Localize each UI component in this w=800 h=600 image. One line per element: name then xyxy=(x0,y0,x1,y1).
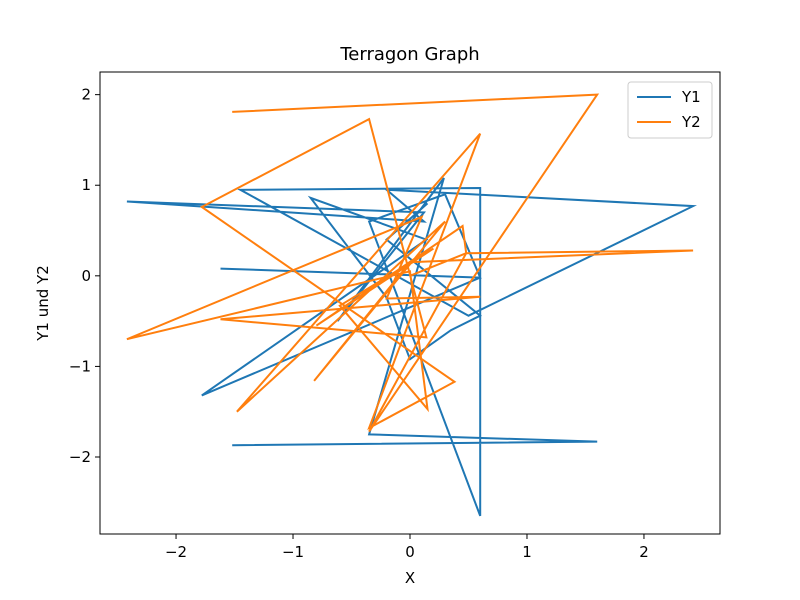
series-line-y1 xyxy=(126,177,698,517)
series-line-y2 xyxy=(126,93,694,433)
x-tick-label: −1 xyxy=(282,543,304,561)
plot-area: −2 −1 0 1 2 −2 −1 0 1 2 xyxy=(69,71,721,561)
y-tick-label: 0 xyxy=(81,267,91,285)
x-tick-label: 0 xyxy=(405,543,415,561)
x-axis-label: X xyxy=(405,569,415,587)
y-tick-label: −1 xyxy=(69,357,91,375)
legend: Y1 Y2 xyxy=(627,81,713,139)
y-tick-label: 1 xyxy=(81,176,91,194)
y-axis-ticks: −2 −1 0 1 2 xyxy=(69,86,100,466)
x-tick-label: −2 xyxy=(165,543,187,561)
y-tick-label: 2 xyxy=(81,86,91,104)
legend-label-y1: Y1 xyxy=(681,88,701,106)
y-axis-label: Y1 und Y2 xyxy=(34,265,52,341)
x-tick-label: 2 xyxy=(639,543,649,561)
chart-title: Terragon Graph xyxy=(339,44,479,65)
legend-label-y2: Y2 xyxy=(681,113,701,131)
x-axis-ticks: −2 −1 0 1 2 xyxy=(165,534,649,561)
series-layer xyxy=(126,93,698,517)
x-tick-label: 1 xyxy=(522,543,532,561)
y-tick-label: −2 xyxy=(69,448,91,466)
